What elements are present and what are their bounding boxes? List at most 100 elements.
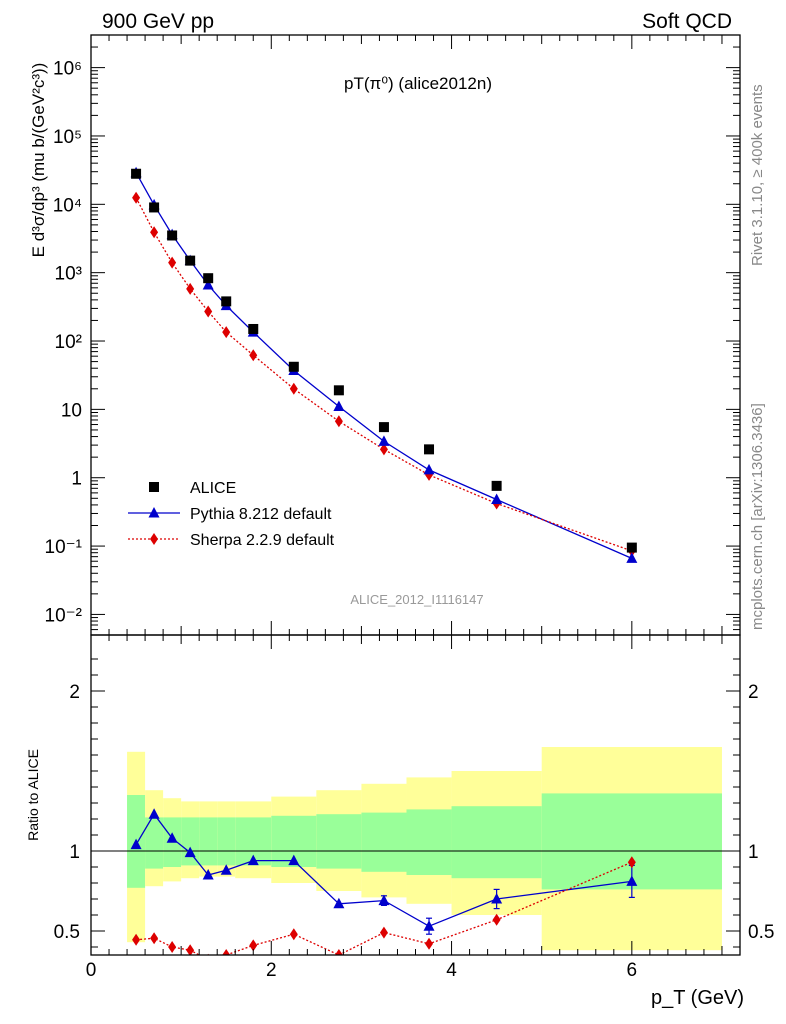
main-data-point bbox=[378, 435, 390, 446]
y-tick-label: 10⁴ bbox=[53, 195, 82, 216]
axes: 10⁻² 10⁻¹ 1 10 10² 10³ 10⁴ 10⁵ 10⁶ 0 2 4 6 0.5 0.5 1 1 2 2 bbox=[45, 34, 774, 981]
ratio-data-point bbox=[423, 920, 435, 931]
ratio-y-tick-label: 0.5 bbox=[54, 922, 80, 943]
main-data-point bbox=[626, 542, 637, 553]
main-panel-series bbox=[130, 166, 638, 563]
main-data-point bbox=[131, 168, 142, 179]
ratio-y-tick-label: 2 bbox=[748, 682, 759, 703]
ratio-y-axis-title: Ratio to ALICE bbox=[25, 749, 41, 841]
legend: ALICE Pythia 8.212 default Sherpa 2.2.9 de… bbox=[128, 480, 335, 549]
main-data-point bbox=[491, 493, 503, 505]
ratio-data-point bbox=[288, 854, 300, 866]
plot-title: pT(π⁰) (alice2012n) bbox=[344, 74, 492, 93]
y-tick-label: 10⁻² bbox=[45, 605, 83, 626]
main-data-point bbox=[249, 349, 258, 362]
main-data-point bbox=[185, 255, 196, 266]
ratio-data-point bbox=[379, 926, 388, 939]
main-data-point bbox=[333, 400, 345, 412]
header-right-label: Soft QCD bbox=[642, 10, 732, 33]
ratio-data-point bbox=[334, 949, 343, 955]
header-left-label: 900 GeV pp bbox=[102, 10, 214, 33]
main-data-point bbox=[202, 279, 214, 290]
main-data-point bbox=[423, 463, 435, 475]
ratio-y-tick-label: 2 bbox=[69, 682, 80, 703]
ratio-data-point bbox=[249, 939, 258, 952]
main-data-point bbox=[203, 273, 214, 284]
main-data-point bbox=[222, 326, 231, 339]
x-tick-label: 2 bbox=[266, 960, 277, 981]
main-data-point bbox=[626, 552, 638, 563]
main-panel-frame bbox=[90, 34, 741, 636]
ratio-band-inner bbox=[199, 817, 218, 866]
ratio-data-point bbox=[148, 808, 160, 819]
main-series-line bbox=[135, 197, 633, 552]
ratio-data-point bbox=[626, 875, 638, 886]
ratio-data-point bbox=[168, 941, 177, 953]
main-data-point bbox=[150, 226, 159, 239]
main-data-point bbox=[288, 361, 299, 372]
ratio-panel-series bbox=[130, 808, 638, 955]
y-tick-label: 10³ bbox=[55, 264, 82, 285]
main-data-point bbox=[491, 480, 502, 491]
ratio-data-point bbox=[289, 928, 298, 941]
main-data-point bbox=[289, 382, 298, 395]
ratio-band-inner bbox=[361, 812, 407, 872]
ratio-data-point bbox=[222, 949, 231, 955]
main-data-point bbox=[149, 202, 160, 213]
x-tick-label: 0 bbox=[86, 960, 97, 981]
main-data-point bbox=[333, 385, 344, 396]
main-data-point bbox=[186, 282, 195, 295]
legend-label: Sherpa 2.2.9 default bbox=[190, 532, 335, 549]
main-data-point bbox=[168, 256, 177, 269]
ratio-y-tick-label: 1 bbox=[748, 842, 759, 863]
ratio-y-tick-label: 1 bbox=[69, 842, 80, 863]
ratio-data-point bbox=[627, 856, 636, 869]
ratio-band-inner bbox=[217, 817, 236, 866]
ratio-data-point bbox=[202, 869, 214, 880]
ratio-data-point bbox=[491, 893, 503, 904]
main-y-axis-title: E d³σ/dp³ (mu b/(GeV²c³)) bbox=[29, 63, 48, 258]
ratio-band-inner bbox=[181, 817, 200, 866]
ratio-data-point bbox=[220, 864, 232, 875]
ratio-uncertainty-bands bbox=[127, 747, 722, 951]
legend-marker bbox=[148, 507, 160, 518]
y-tick-label: 10 bbox=[61, 400, 82, 421]
ratio-data-point bbox=[425, 937, 434, 950]
ratio-band-inner bbox=[145, 817, 164, 869]
ratio-data-point bbox=[378, 894, 390, 906]
ratio-band-inner bbox=[451, 806, 542, 879]
x-axis-title: p_T (GeV) bbox=[651, 987, 744, 1009]
mcplots-label: mcplots.cern.ch [arXiv:1306.3436] bbox=[749, 403, 766, 630]
ratio-data-point bbox=[247, 854, 259, 866]
ratio-data-point bbox=[130, 838, 142, 850]
y-tick-label: 10⁻¹ bbox=[45, 537, 83, 558]
ratio-band-inner bbox=[316, 814, 362, 869]
main-data-point bbox=[132, 191, 141, 204]
legend-marker bbox=[149, 482, 159, 492]
legend-label: Pythia 8.212 default bbox=[190, 506, 332, 523]
ratio-data-point bbox=[333, 897, 345, 909]
main-data-point bbox=[378, 422, 389, 433]
rivet-version-label: Rivet 3.1.10, ≥ 400k events bbox=[749, 84, 766, 266]
y-tick-label: 1 bbox=[71, 469, 82, 490]
ratio-y-tick-label: 0.5 bbox=[748, 922, 774, 943]
legend-label: ALICE bbox=[190, 480, 236, 497]
main-data-point bbox=[248, 323, 259, 334]
ratio-data-point bbox=[186, 944, 195, 955]
ratio-data-point bbox=[492, 913, 501, 926]
main-data-point bbox=[167, 230, 178, 241]
ratio-data-point bbox=[184, 846, 196, 858]
ratio-data-point bbox=[132, 933, 141, 946]
ratio-data-point bbox=[166, 832, 178, 843]
main-data-point bbox=[379, 443, 388, 456]
y-tick-label: 10² bbox=[55, 332, 82, 353]
ratio-band-inner bbox=[406, 809, 452, 875]
main-data-point bbox=[221, 296, 232, 307]
analysis-id-label: ALICE_2012_I1116147 bbox=[350, 592, 483, 607]
main-series-line bbox=[135, 172, 633, 559]
x-tick-label: 6 bbox=[627, 960, 638, 981]
x-tick-label: 4 bbox=[446, 960, 457, 981]
main-data-point bbox=[204, 305, 213, 318]
ratio-data-point bbox=[150, 932, 159, 945]
